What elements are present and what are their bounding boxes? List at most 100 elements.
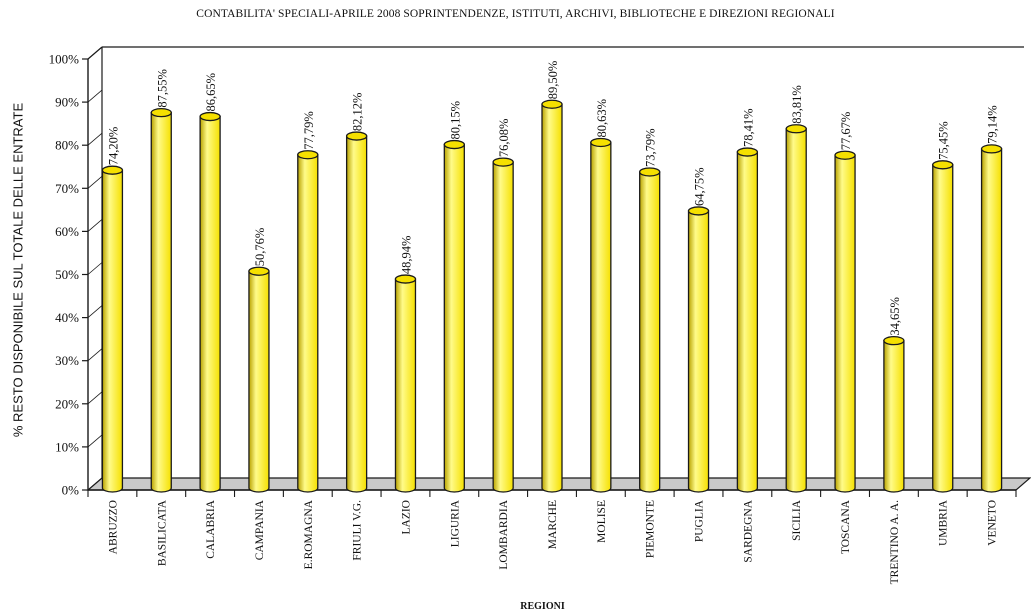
bar-top: [980, 144, 1003, 154]
x-tick-label: CALABRIA: [205, 499, 217, 558]
bar-body: [639, 171, 661, 493]
bar-top: [101, 165, 124, 175]
y-tick-depth: [87, 262, 103, 275]
bar-value-label: 89,50%: [546, 61, 560, 100]
bar-value-label: 48,94%: [399, 236, 413, 275]
bar-body: [492, 161, 514, 493]
x-tick-label: LOMBARDIA: [498, 499, 510, 569]
x-tick-label: PIEMONTE: [645, 500, 657, 558]
bar-value-label: 50,76%: [253, 228, 267, 267]
bar-top: [834, 150, 856, 160]
bar-body: [980, 148, 1003, 493]
bar-body: [150, 112, 172, 493]
x-tick-label: ABRUZZO: [107, 500, 119, 554]
x-tick-label: LIGURIA: [449, 499, 461, 547]
x-tick-label: MARCHE: [547, 500, 559, 549]
y-tick-label: 80%: [55, 138, 79, 153]
y-tick-label: 50%: [55, 267, 79, 282]
y-tick-depth: [87, 477, 103, 491]
bar-body: [834, 154, 856, 493]
bar-basilicata: 87,55%: [150, 69, 172, 493]
bar-value-label: 76,08%: [497, 119, 511, 158]
bars: 74,20% 87,55% 86,65% 50,76% 77,79% 82,12% 48,9…: [101, 61, 1003, 493]
bar-e-romagna: 77,79%: [297, 111, 319, 493]
bar-top: [443, 139, 465, 150]
bar-campania: 50,76%: [248, 228, 270, 493]
bar-top: [199, 111, 221, 122]
bar-top: [932, 160, 954, 170]
y-tick-label: 100%: [49, 52, 80, 67]
bar-value-label: 78,41%: [741, 109, 755, 148]
bar-calabria: 86,65%: [199, 73, 221, 493]
bar-top: [785, 124, 807, 134]
bar-body: [883, 340, 905, 493]
y-tick-label: 0%: [62, 483, 80, 498]
bar-liguria: 80,15%: [443, 101, 465, 493]
bar-value-label: 86,65%: [204, 73, 218, 112]
bar-sicilia: 83,81%: [785, 85, 807, 493]
y-tick-depth: [87, 89, 103, 103]
x-tick-label: UMBRIA: [938, 499, 950, 546]
x-tick-label: SARDEGNA: [742, 499, 754, 562]
y-tick-label: 30%: [55, 353, 79, 368]
chart-title: CONTABILITA' SPECIALI-APRILE 2008 SOPRIN…: [196, 8, 835, 20]
bar-top: [736, 147, 759, 157]
x-axis-title: REGIONI: [520, 601, 565, 612]
bar-piemonte: 73,79%: [639, 128, 661, 493]
bar-umbria: 75,45%: [932, 121, 954, 493]
bar-top: [639, 167, 661, 177]
bar-top: [345, 131, 368, 141]
bar-body: [785, 128, 807, 493]
bar-value-label: 64,75%: [693, 167, 707, 206]
bar-top: [541, 99, 563, 109]
x-tick-label: SICILIA: [791, 499, 803, 541]
bar-body: [932, 164, 954, 493]
y-tick-label: 40%: [55, 310, 79, 325]
bar-body: [590, 141, 612, 493]
bar-body: [199, 115, 221, 493]
bar-top: [687, 206, 710, 216]
y-tick-depth: [87, 219, 103, 232]
bar-body: [345, 135, 368, 493]
x-tick-label: TRENTINO A. A.: [889, 500, 901, 584]
bar-body: [443, 143, 465, 493]
bar-molise: 80,63%: [590, 99, 612, 493]
bar-puglia: 64,75%: [687, 167, 710, 493]
bar-trentino-a-a: 34,65%: [883, 297, 905, 493]
bar-value-label: 82,12%: [351, 93, 365, 132]
y-axis: 0% 10% 20% 30% 40% 50% 60% 70% 80% 90% 100%: [49, 46, 103, 498]
bar-body: [687, 210, 710, 493]
y-tick-depth: [87, 305, 103, 318]
y-tick-depth: [87, 175, 103, 189]
bar-value-label: 80,63%: [595, 99, 609, 138]
x-tick-label: TOSCANA: [840, 499, 852, 554]
bar-top: [248, 266, 270, 276]
bar-value-label: 87,55%: [155, 69, 169, 108]
bar-value-label: 75,45%: [937, 121, 951, 160]
bar-sardegna: 78,41%: [736, 109, 759, 493]
bar-abruzzo: 74,20%: [101, 127, 124, 493]
y-tick-label: 10%: [55, 439, 79, 454]
bar-top: [394, 274, 417, 284]
bar-top: [150, 108, 172, 118]
bar-top: [297, 150, 319, 160]
bar-value-label: 74,20%: [106, 127, 120, 166]
y-tick-label: 20%: [55, 396, 79, 411]
bar-marche: 89,50%: [541, 61, 563, 493]
bar-top: [883, 336, 905, 346]
x-tick-label: CAMPANIA: [254, 499, 266, 560]
x-tick-label: PUGLIA: [694, 499, 706, 542]
y-tick-depth: [87, 46, 103, 60]
y-tick-depth: [87, 434, 103, 448]
y-tick-label: 70%: [55, 181, 79, 196]
bar-value-label: 77,79%: [302, 111, 316, 150]
bar-body: [297, 154, 319, 493]
y-tick-depth: [87, 132, 103, 146]
bar-body: [736, 151, 759, 493]
x-tick-label: FRIULI V.G.: [352, 500, 364, 561]
y-tick-label: 60%: [55, 224, 79, 239]
bar-body: [394, 278, 417, 493]
bar-value-label: 73,79%: [644, 128, 658, 167]
